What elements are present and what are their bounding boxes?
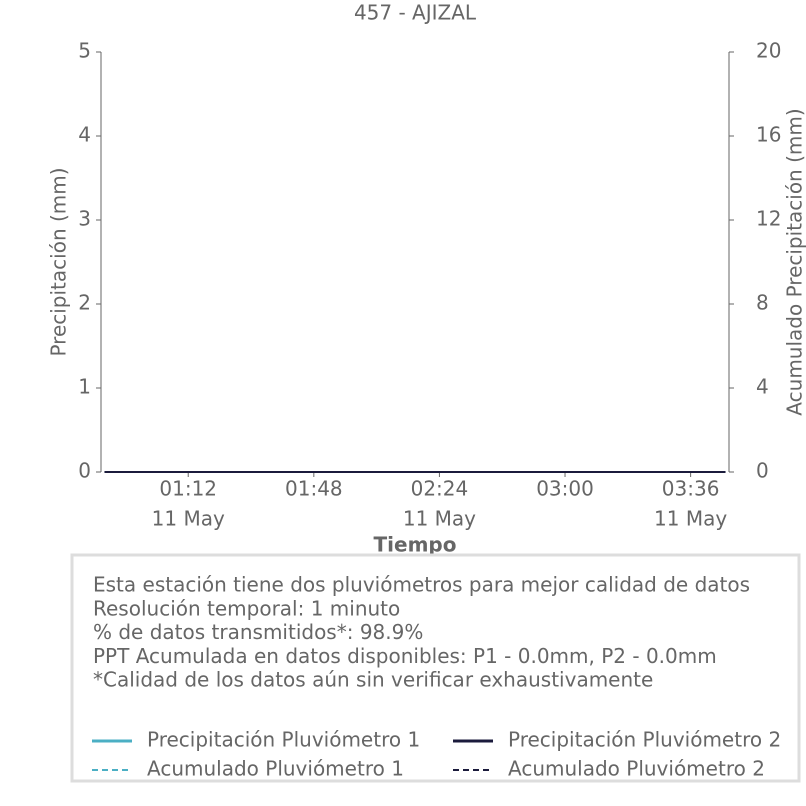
legend-label: Acumulado Pluviómetro 1 xyxy=(147,757,404,781)
y-axis-label: Precipitación (mm) xyxy=(47,167,71,356)
x-tick-label: 01:48 xyxy=(285,477,343,501)
y-tick-label: 2 xyxy=(78,291,91,315)
legend-label: Precipitación Pluviómetro 1 xyxy=(147,728,420,752)
x-tick-label: 02:24 xyxy=(411,477,469,501)
y-tick-label: 0 xyxy=(78,459,91,483)
x-tick-date: 11 May xyxy=(654,507,727,531)
note: PPT Acumulada en datos disponibles: P1 -… xyxy=(93,644,717,668)
y-tick-label: 1 xyxy=(78,375,91,399)
y2-tick-label: 0 xyxy=(756,459,769,483)
legend-label: Acumulado Pluviómetro 2 xyxy=(508,757,765,781)
x-tick-label: 03:36 xyxy=(662,477,720,501)
note: Esta estación tiene dos pluviómetros par… xyxy=(93,573,750,597)
y-tick-label: 3 xyxy=(78,207,91,231)
legend-label: Precipitación Pluviómetro 2 xyxy=(508,728,781,752)
y2-axis-label: Acumulado Precipitación (mm) xyxy=(783,108,806,415)
y2-tick-label: 4 xyxy=(756,375,769,399)
x-tick-label: 03:00 xyxy=(536,477,594,501)
x-tick-date: 11 May xyxy=(152,507,225,531)
note: % de datos transmitidos*: 98.9% xyxy=(93,620,423,644)
note: Resolución temporal: 1 minuto xyxy=(93,596,400,620)
y-tick-label: 5 xyxy=(78,39,91,63)
chart-title: 457 - AJIZAL xyxy=(354,1,477,25)
x-tick-date: 11 May xyxy=(403,507,476,531)
note: *Calidad de los datos aún sin verificar … xyxy=(93,668,653,692)
info-box xyxy=(70,553,801,783)
y-tick-label: 4 xyxy=(78,123,91,147)
x-axis-label: Tiempo xyxy=(374,533,457,557)
y2-tick-label: 12 xyxy=(756,207,781,231)
y2-tick-label: 16 xyxy=(756,123,781,147)
y2-tick-label: 20 xyxy=(756,39,781,63)
x-tick-label: 01:12 xyxy=(159,477,217,501)
y2-tick-label: 8 xyxy=(756,291,769,315)
